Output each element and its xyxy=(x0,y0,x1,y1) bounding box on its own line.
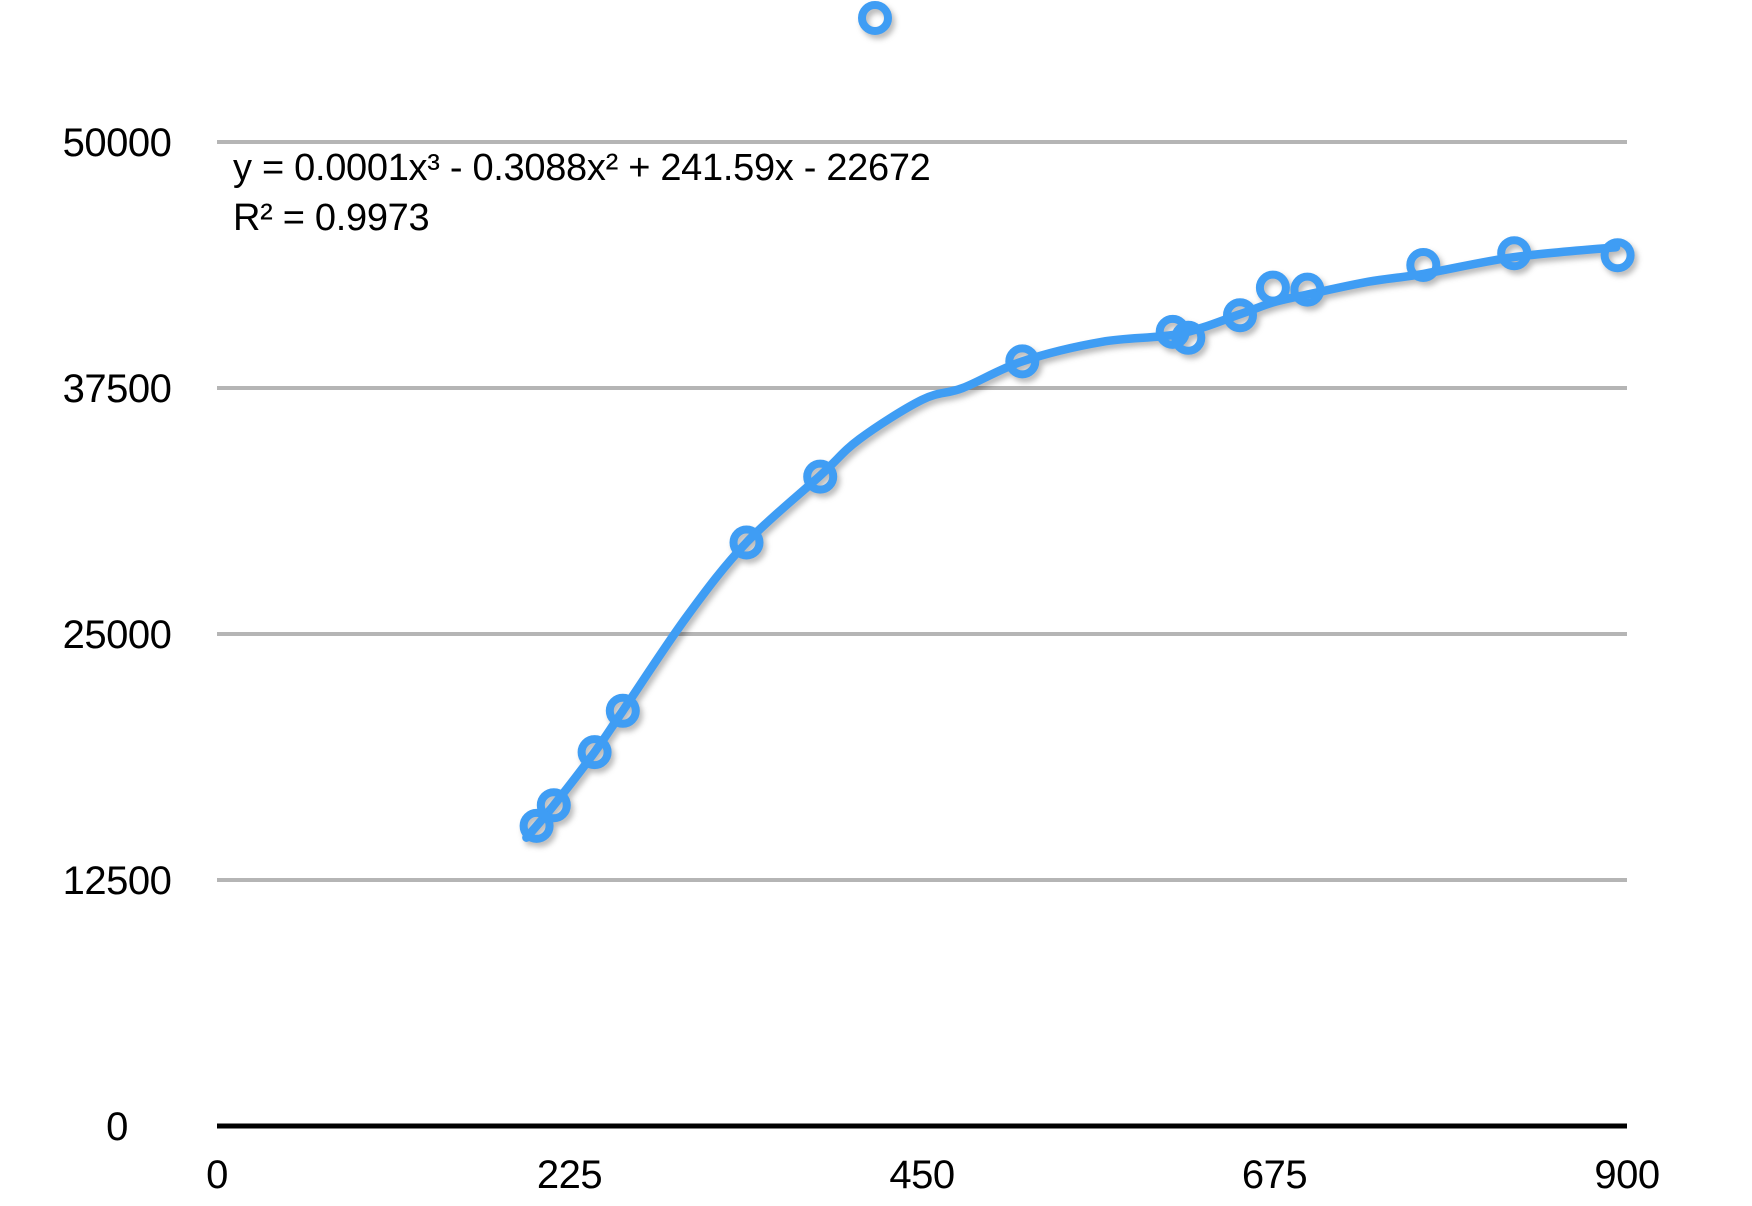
x-tick-label-675: 675 xyxy=(1242,1153,1307,1197)
data-point xyxy=(1600,238,1635,273)
r-squared-label: R² = 0.9973 xyxy=(233,197,429,239)
data-point xyxy=(729,525,764,560)
data-point xyxy=(803,459,838,494)
data-point xyxy=(1171,320,1206,355)
trendline-curve xyxy=(522,243,1621,842)
data-point xyxy=(1155,314,1190,349)
data-point xyxy=(536,788,571,823)
y-tick-label-0: 0 xyxy=(106,1105,128,1149)
gridlines xyxy=(217,140,1627,882)
y-tick-label-25000: 25000 xyxy=(63,613,172,657)
data-point xyxy=(1005,344,1040,379)
y-axis-tick-labels: 0 12500 25000 37500 50000 xyxy=(63,121,172,1149)
data-point xyxy=(519,808,554,843)
y-tick-label-50000: 50000 xyxy=(63,121,172,165)
data-point xyxy=(1255,270,1290,305)
y-tick-label-12500: 12500 xyxy=(63,859,172,903)
data-point xyxy=(1497,236,1532,271)
trendline-equation: y = 0.0001x³ - 0.3088x² + 241.59x - 2267… xyxy=(233,147,931,189)
x-tick-label-450: 450 xyxy=(889,1153,954,1197)
data-point xyxy=(1290,272,1325,307)
data-point xyxy=(605,693,640,728)
data-point xyxy=(1406,248,1441,282)
data-point xyxy=(1223,298,1257,333)
x-tick-label-225: 225 xyxy=(537,1153,602,1197)
data-point xyxy=(858,1,892,35)
data-series xyxy=(519,1,1635,843)
x-tick-label-900: 900 xyxy=(1594,1153,1659,1197)
x-tick-label-0: 0 xyxy=(206,1153,228,1197)
x-axis-tick-labels: 0 225 450 675 900 xyxy=(206,1153,1660,1197)
y-tick-label-37500: 37500 xyxy=(63,367,172,411)
scatter-points xyxy=(519,1,1635,843)
data-point xyxy=(577,735,612,770)
